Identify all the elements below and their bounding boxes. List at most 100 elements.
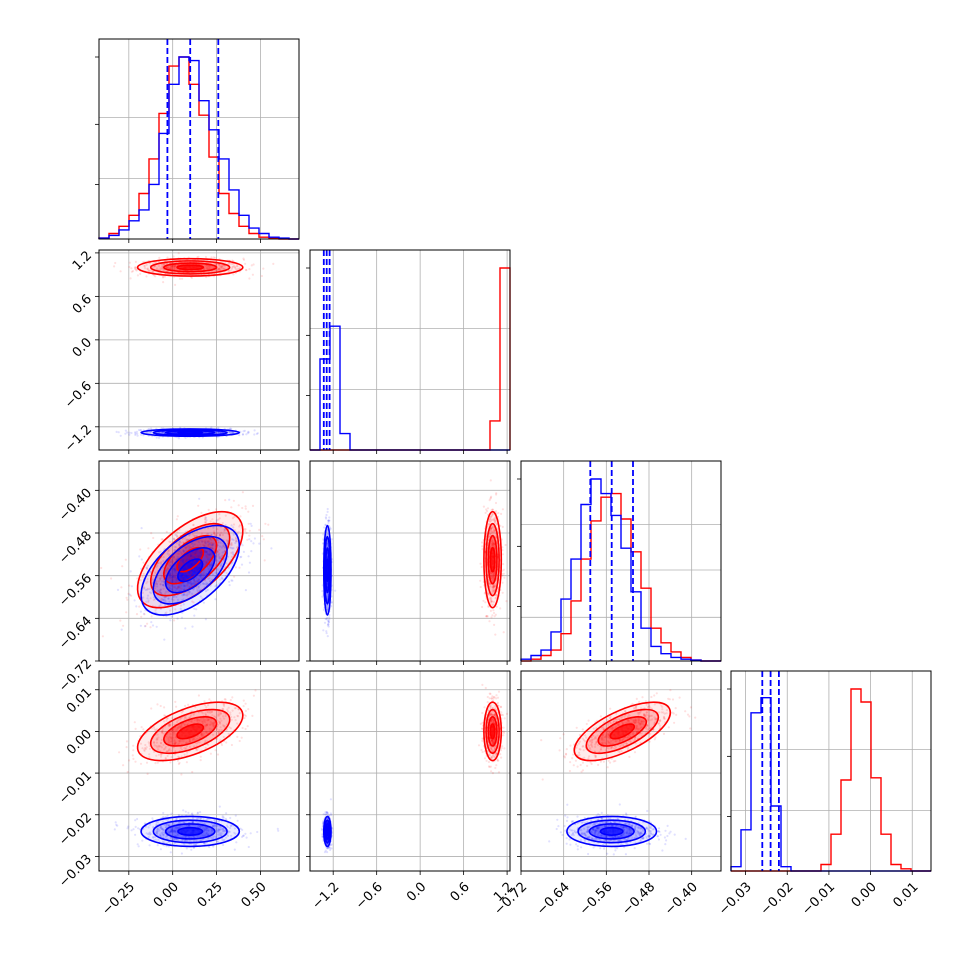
scatter-point: [120, 586, 123, 589]
scatter-point: [227, 269, 230, 272]
scatter-point: [200, 539, 203, 542]
scatter-point: [217, 538, 220, 542]
scatter-point: [201, 543, 204, 546]
scatter-point: [204, 516, 207, 519]
scatter-point: [198, 719, 201, 722]
scatter-point: [158, 590, 161, 593]
scatter-point: [206, 588, 209, 592]
scatter-point: [166, 830, 169, 833]
scatter-point: [489, 529, 492, 533]
scatter-point: [210, 710, 213, 714]
scatter-point: [205, 723, 208, 727]
scatter-point: [488, 582, 491, 585]
scatter-point: [229, 546, 232, 549]
scatter-point: [205, 573, 208, 576]
scatter-point: [490, 599, 493, 603]
scatter-point: [174, 586, 177, 590]
density-fill-group: [323, 702, 502, 847]
scatter-point: [229, 269, 232, 272]
scatter-point: [493, 529, 496, 532]
scatter-point: [189, 714, 193, 717]
scatter-point: [233, 575, 236, 578]
scatter-point: [497, 511, 500, 515]
scatter-point: [492, 545, 495, 548]
scatter-point: [142, 561, 145, 564]
scatter-point: [213, 531, 216, 535]
scatter-point: [326, 530, 329, 533]
scatter-point: [220, 576, 223, 579]
scatter-point: [193, 556, 196, 559]
scatter-point: [186, 554, 189, 557]
scatter-point: [229, 711, 232, 714]
scatter-point: [177, 586, 180, 589]
scatter-point: [179, 746, 182, 750]
scatter-point: [206, 723, 209, 726]
scatter-point: [187, 730, 190, 733]
scatter-point: [219, 541, 222, 544]
scatter-point: [247, 708, 250, 711]
scatter-point: [159, 550, 162, 553]
scatter-point: [139, 579, 142, 582]
scatter-point: [494, 585, 497, 588]
scatter-point: [200, 511, 203, 514]
scatter-point: [492, 585, 495, 588]
scatter-point: [130, 594, 133, 597]
scatter-point: [231, 538, 234, 541]
scatter-point: [196, 569, 199, 572]
scatter-point: [169, 761, 172, 764]
scatter-point: [231, 696, 234, 699]
scatter-point: [234, 566, 237, 569]
scatter-point: [327, 623, 330, 626]
scatter-point: [196, 540, 199, 543]
scatter-point: [202, 582, 205, 585]
scatter-point: [485, 615, 488, 618]
scatter-point: [204, 551, 207, 554]
scatter-point: [217, 830, 220, 833]
scatter-point: [165, 569, 168, 572]
scatter-point: [161, 431, 164, 434]
scatter-point: [226, 708, 229, 711]
scatter-point: [242, 257, 245, 260]
scatter-point: [208, 542, 211, 545]
scatter-point: [183, 265, 186, 268]
scatter-point: [262, 267, 265, 270]
scatter-point: [217, 714, 220, 717]
scatter-point: [213, 532, 216, 535]
scatter-point: [185, 575, 188, 579]
scatter-point: [191, 551, 194, 554]
scatter-point: [172, 537, 176, 540]
scatter-point: [132, 744, 135, 747]
scatter-point: [166, 583, 169, 586]
scatter-point: [183, 537, 186, 540]
scatter-point: [192, 727, 195, 731]
scatter-point: [212, 845, 215, 848]
scatter-point: [199, 759, 202, 762]
scatter-point: [203, 544, 206, 548]
scatter-point: [229, 542, 232, 545]
scatter-point: [218, 552, 221, 555]
scatter-point: [183, 717, 186, 721]
scatter-point: [196, 719, 199, 723]
scatter-point: [494, 535, 497, 538]
scatter-point: [189, 552, 192, 556]
scatter-point: [178, 543, 181, 546]
scatter-point: [155, 741, 158, 744]
scatter-point: [156, 733, 159, 736]
scatter-point: [493, 519, 496, 522]
scatter-point: [205, 555, 208, 558]
scatter-point: [192, 524, 195, 527]
scatter-point: [194, 738, 197, 742]
scatter-point: [195, 731, 199, 734]
scatter-point: [171, 738, 174, 741]
scatter-point: [119, 619, 122, 622]
scatter-point: [182, 598, 185, 601]
scatter-point: [329, 527, 332, 530]
scatter-point: [230, 715, 233, 719]
scatter-point: [491, 555, 494, 558]
scatter-point: [203, 822, 206, 825]
scatter-point: [491, 576, 494, 579]
scatter-point: [180, 739, 183, 743]
scatter-point: [169, 564, 172, 568]
scatter-point: [501, 569, 504, 572]
scatter-point: [218, 711, 221, 714]
